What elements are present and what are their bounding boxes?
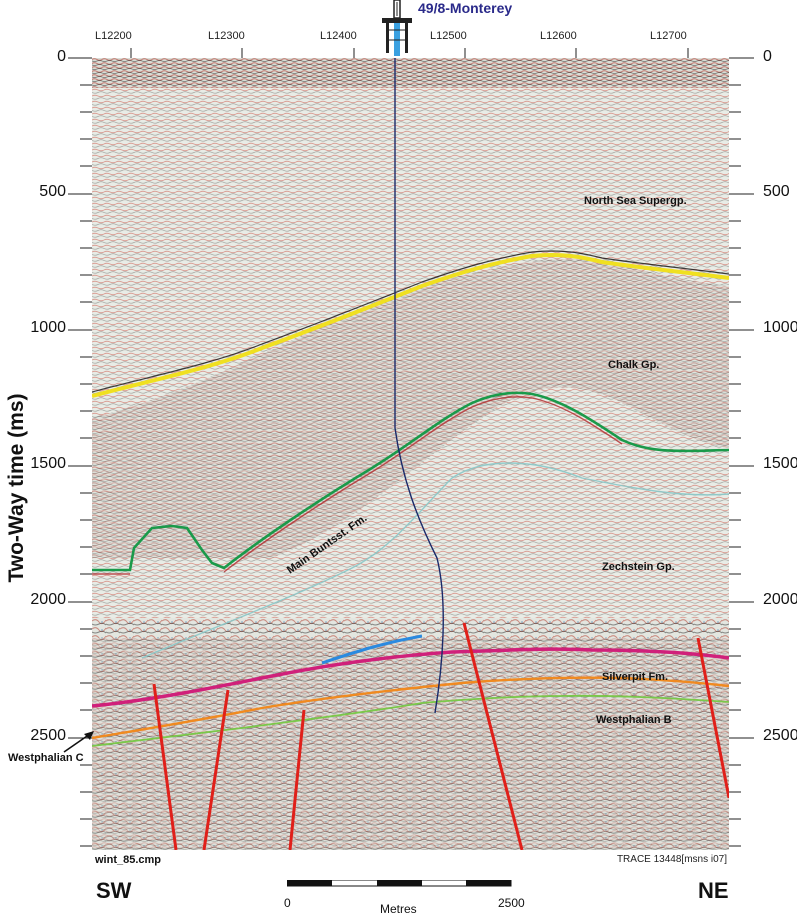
y-tick-label: 2000 — [30, 591, 66, 608]
label-north-sea: North Sea Supergp. — [584, 195, 687, 207]
orange-horizon — [91, 676, 730, 740]
y-tick-label-right: 1000 — [763, 319, 797, 336]
y-tick-label: 0 — [57, 48, 66, 65]
y-tick-label-right: 2500 — [763, 727, 797, 744]
y-tick-label: 500 — [39, 183, 66, 200]
label-silverpit: Silverpit Fm. — [602, 671, 668, 683]
trace-label: L12600 — [540, 30, 577, 42]
label-zechstein: Zechstein Gp. — [602, 561, 675, 573]
well-rig-icon — [382, 0, 412, 56]
y-tick-label-right: 500 — [763, 183, 790, 200]
zechstein-top-horizon — [92, 391, 730, 572]
scale-bar — [287, 880, 512, 887]
trace-label: L12400 — [320, 30, 357, 42]
label-westphalian-c: Westphalian C — [8, 752, 84, 764]
direction-ne: NE — [698, 878, 729, 903]
y-tick-label-right: 1500 — [763, 455, 797, 472]
trace-label: L12200 — [95, 30, 132, 42]
trace-info: TRACE 13448[msns i07] — [616, 854, 727, 865]
blue-horizon — [321, 634, 423, 665]
scale-end: 2500 — [498, 896, 525, 910]
seismic-section: North Sea Supergp. Chalk Gp. Main Buntss… — [91, 58, 731, 851]
well-name: 49/8-Monterey — [418, 0, 513, 16]
scale-unit: Metres — [380, 902, 417, 916]
y-tick-label-right: 2000 — [763, 591, 797, 608]
y-tick-label: 1000 — [30, 319, 66, 336]
label-chalk: Chalk Gp. — [608, 359, 659, 371]
arrow-icon — [63, 731, 94, 753]
silverpit-top-horizon — [91, 647, 730, 708]
trace-label: L12700 — [650, 30, 687, 42]
scale-start: 0 — [284, 896, 291, 910]
y-tick-label: 2500 — [30, 727, 66, 744]
fault-lines — [152, 622, 731, 851]
label-westphalian-b: Westphalian B — [596, 714, 672, 726]
trace-label: L12300 — [208, 30, 245, 42]
y-tick-label: 1500 — [30, 455, 66, 472]
trace-label: L12500 — [430, 30, 467, 42]
y-tick-label-right: 0 — [763, 48, 772, 65]
chalk-top-horizon — [91, 252, 730, 398]
seismic-svg: North Sea Supergp. Chalk Gp. Main Buntss… — [91, 58, 731, 851]
light-green-horizon — [91, 694, 730, 747]
file-name: wint_85.cmp — [95, 854, 162, 866]
direction-sw: SW — [96, 878, 132, 903]
well-path — [394, 58, 444, 714]
